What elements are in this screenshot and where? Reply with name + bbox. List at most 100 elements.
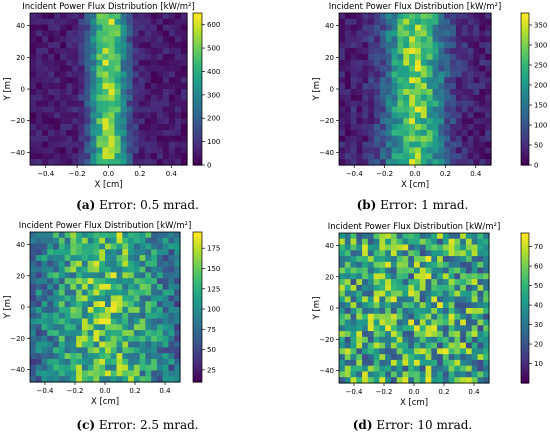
y-tick-label: 40 bbox=[16, 241, 25, 249]
colorbar: 0 100 200 300 400 500 600 bbox=[192, 12, 220, 170]
y-tick-label: 40 bbox=[325, 22, 334, 30]
y-tick-label: 20 bbox=[16, 54, 25, 62]
y-tick-label: −20 bbox=[319, 117, 334, 125]
colorbar-tick-label: 150 bbox=[207, 265, 220, 273]
colorbar-tick-label: 125 bbox=[207, 285, 220, 293]
caption-label-d: (d) bbox=[352, 418, 373, 432]
x-tick-label: 0.0 bbox=[408, 388, 419, 396]
colorbar-tick-label: 175 bbox=[207, 245, 220, 253]
y-tick-label: 40 bbox=[325, 242, 334, 250]
x-tick-label: −0.4 bbox=[37, 170, 55, 178]
y-tick-label: −20 bbox=[319, 336, 334, 344]
caption-text-b: Error: 1 mrad. bbox=[380, 198, 469, 212]
x-axis-label: X [cm] bbox=[91, 397, 119, 407]
colorbar-tick-label: 150 bbox=[534, 102, 547, 110]
y-tick-label: 0 bbox=[330, 86, 334, 94]
y-axis-label: Y [m] bbox=[3, 296, 13, 320]
x-tick-label: 0.4 bbox=[468, 388, 480, 396]
x-tick-label: −0.4 bbox=[37, 387, 55, 395]
x-tick-label: 0.2 bbox=[438, 388, 449, 396]
colorbar-tick-label: 50 bbox=[534, 142, 543, 150]
x-axis-label: X [cm] bbox=[94, 180, 122, 190]
colorbar-tick-label: 30 bbox=[534, 321, 543, 329]
y-tick-label: 20 bbox=[325, 54, 334, 62]
colorbar-tick-label: 0 bbox=[534, 162, 538, 170]
x-tick-label: −0.4 bbox=[346, 388, 364, 396]
chart-panel-c: Incident Power Flux Distribution [kW/m²]… bbox=[0, 218, 275, 437]
colorbar-tick-label: 600 bbox=[207, 21, 220, 29]
chart-panel-a: Incident Power Flux Distribution [kW/m²]… bbox=[0, 0, 275, 218]
heatmap-field bbox=[339, 233, 490, 384]
colorbar-tick-label: 50 bbox=[534, 282, 543, 290]
heatmap-field bbox=[30, 13, 188, 166]
colorbar-tick-label: 300 bbox=[207, 91, 220, 99]
colorbar-tick-label: 0 bbox=[207, 162, 211, 170]
chart-title: Incident Power Flux Distribution [kW/m²] bbox=[22, 2, 195, 12]
y-tick-label: −40 bbox=[10, 149, 25, 157]
colorbar-tick-label: 25 bbox=[207, 366, 216, 374]
y-tick-label: −40 bbox=[319, 149, 334, 157]
caption-text-d: Error: 10 mrad. bbox=[376, 418, 473, 432]
heatmap-field bbox=[30, 232, 181, 383]
y-axis-label: Y [m] bbox=[312, 78, 322, 102]
colorbar-tick-label: 70 bbox=[534, 243, 543, 251]
colorbar-tick-label: 300 bbox=[534, 42, 547, 50]
caption-label-b: (b) bbox=[356, 198, 377, 212]
y-tick-label: −40 bbox=[319, 367, 334, 375]
heatmap-chart-b: Incident Power Flux Distribution [kW/m²]… bbox=[312, 2, 547, 190]
colorbar-tick-label: 75 bbox=[207, 326, 216, 334]
colorbar-tick-label: 100 bbox=[534, 122, 547, 130]
colorbar: 10 20 30 40 50 60 70 bbox=[520, 232, 543, 384]
colorbar-tick-label: 100 bbox=[207, 306, 220, 314]
colorbar-tick-label: 20 bbox=[534, 341, 543, 349]
caption-label-c: (c) bbox=[76, 418, 96, 432]
caption-b: (b) Error: 1 mrad. bbox=[275, 198, 550, 212]
colorbar-tick-label: 40 bbox=[534, 302, 543, 310]
colorbar-tick-label: 100 bbox=[207, 138, 220, 146]
x-tick-label: 0.4 bbox=[470, 170, 482, 178]
x-tick-label: −0.2 bbox=[67, 387, 84, 395]
y-tick-label: 40 bbox=[16, 22, 25, 30]
y-tick-label: 20 bbox=[325, 273, 334, 281]
colorbar: 0 50 100 150 200 250 300 350 bbox=[520, 12, 547, 170]
y-tick-label: −40 bbox=[10, 366, 25, 374]
x-tick-label: 0.2 bbox=[440, 170, 451, 178]
colorbar-tick-label: 10 bbox=[534, 360, 543, 368]
y-tick-label: 0 bbox=[21, 86, 25, 94]
colorbar-tick-label: 250 bbox=[534, 62, 547, 70]
colorbar-tick-label: 50 bbox=[207, 346, 216, 354]
heatmap-field bbox=[339, 13, 492, 166]
colorbar: 25 50 75 100 125 150 175 bbox=[192, 231, 220, 383]
x-tick-label: 0.0 bbox=[409, 170, 420, 178]
chart-panel-d: Incident Power Flux Distribution [kW/m²]… bbox=[275, 218, 550, 437]
colorbar-tick-label: 400 bbox=[207, 68, 220, 76]
y-axis-label: Y [m] bbox=[312, 297, 322, 321]
heatmap-chart-d: Incident Power Flux Distribution [kW/m²]… bbox=[312, 222, 543, 408]
caption-text-a: Error: 0.5 mrad. bbox=[99, 198, 199, 212]
x-tick-label: 0.2 bbox=[134, 170, 145, 178]
y-tick-label: 20 bbox=[16, 272, 25, 280]
chart-title: Incident Power Flux Distribution [kW/m²] bbox=[19, 221, 192, 231]
y-tick-label: 0 bbox=[330, 305, 334, 313]
heatmap-chart-a: Incident Power Flux Distribution [kW/m²]… bbox=[3, 2, 220, 190]
chart-title: Incident Power Flux Distribution [kW/m²] bbox=[328, 222, 501, 232]
caption-d: (d) Error: 10 mrad. bbox=[275, 418, 550, 432]
x-tick-label: 0.4 bbox=[166, 170, 178, 178]
caption-a: (a) Error: 0.5 mrad. bbox=[0, 198, 275, 212]
colorbar-tick-label: 500 bbox=[207, 45, 220, 53]
chart-panel-b: Incident Power Flux Distribution [kW/m²]… bbox=[275, 0, 550, 218]
colorbar-tick-label: 200 bbox=[534, 82, 547, 90]
x-tick-label: −0.2 bbox=[69, 170, 86, 178]
x-tick-label: −0.2 bbox=[376, 170, 393, 178]
x-tick-label: 0.2 bbox=[129, 387, 140, 395]
colorbar-tick-label: 60 bbox=[534, 263, 543, 271]
x-axis-label: X [cm] bbox=[401, 180, 429, 190]
colorbar-tick-label: 200 bbox=[207, 115, 220, 123]
y-axis-label: Y [m] bbox=[3, 78, 13, 102]
chart-title: Incident Power Flux Distribution [kW/m²] bbox=[329, 2, 502, 12]
x-tick-label: 0.4 bbox=[159, 387, 171, 395]
x-axis-label: X [cm] bbox=[400, 398, 428, 408]
caption-text-c: Error: 2.5 mrad. bbox=[98, 418, 199, 432]
y-tick-label: 0 bbox=[21, 304, 25, 312]
y-tick-label: −20 bbox=[10, 117, 25, 125]
